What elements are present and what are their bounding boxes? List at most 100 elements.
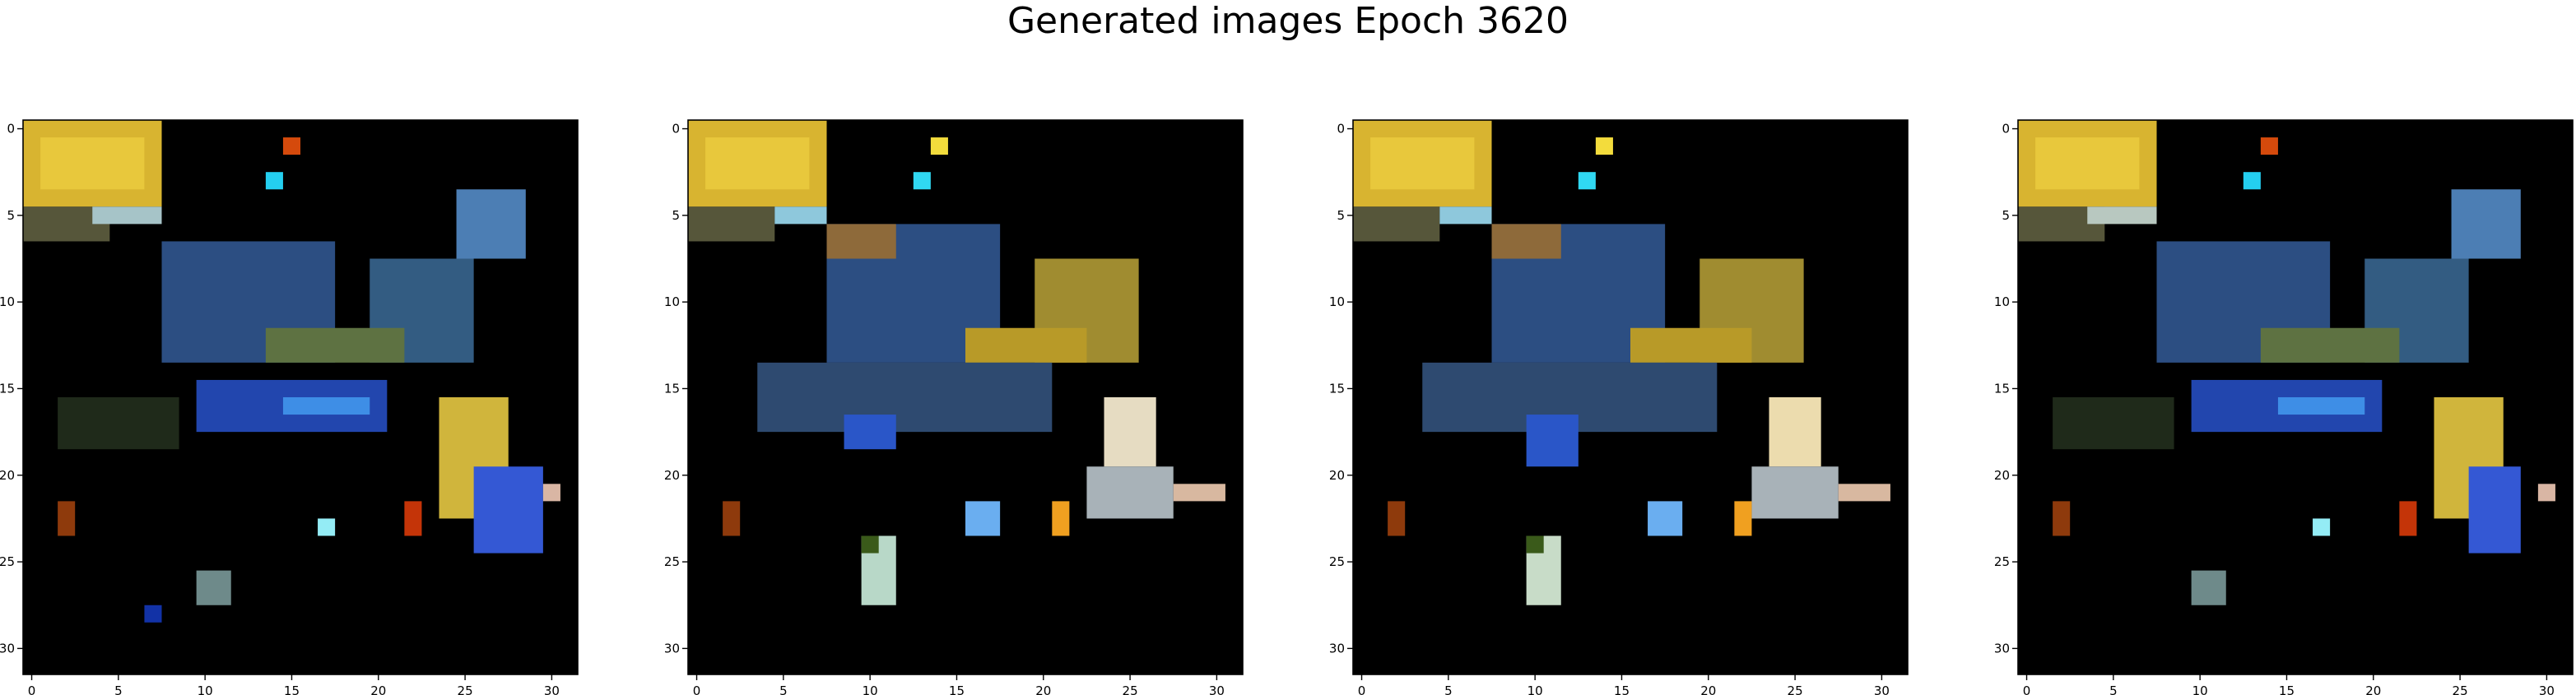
y-tick-label: 30 [0, 641, 15, 656]
pixel-block [2191, 570, 2226, 605]
x-tick-label: 0 [28, 683, 36, 695]
pixel-block [930, 137, 948, 155]
y-tick-label: 0 [2002, 122, 2010, 137]
pixel-block [456, 189, 526, 259]
x-tick-label: 15 [2279, 683, 2295, 695]
pixel-block [40, 137, 145, 190]
pixel-block [1104, 397, 1156, 467]
pixel-block [1595, 137, 1613, 155]
pixel-block [705, 137, 810, 190]
x-tick-label: 25 [458, 683, 473, 695]
axes-frame [2017, 119, 2574, 675]
pixel-block [861, 535, 879, 554]
x-tick-label: 0 [693, 683, 701, 695]
x-tick-label: 10 [2192, 683, 2208, 695]
x-tick-label: 5 [1444, 683, 1453, 695]
pixel-block [282, 397, 370, 415]
pixel-block [1491, 224, 1561, 259]
x-tick-label: 25 [2453, 683, 2468, 695]
axes-frame [1352, 119, 1909, 675]
pixel-block [196, 570, 231, 605]
pixel-block [1388, 501, 1406, 536]
y-tick-label: 5 [1337, 208, 1345, 223]
x-tick-label: 15 [949, 683, 965, 695]
pixel-block [92, 206, 162, 225]
pixel-block [144, 605, 162, 623]
axes-frame [22, 119, 579, 675]
y-tick-label: 20 [1329, 468, 1345, 483]
figure-title: Generated images Epoch 3620 [1007, 0, 1569, 42]
subplot-4: 0 5 10 15 20 25 30 0 5 10 15 20 25 30 [1994, 119, 2574, 695]
pixel-block [1769, 397, 1821, 467]
pixel-block [1526, 535, 1544, 554]
pixel-block [965, 327, 1087, 363]
y-tick-label: 15 [1329, 381, 1345, 396]
pixel-block [826, 224, 896, 259]
pixel-block [404, 501, 422, 536]
x-tick-label: 5 [114, 683, 123, 695]
x-tick-label: 5 [2109, 683, 2118, 695]
pixel-block [1526, 415, 1579, 467]
pixel-block [1370, 137, 1475, 190]
y-tick-label: 15 [1994, 381, 2010, 396]
pixel-block [774, 206, 827, 225]
pixel-block [844, 415, 896, 450]
pixel-block [2399, 501, 2417, 536]
x-tick-label: 30 [2539, 683, 2555, 695]
pixel-block [1648, 501, 1683, 536]
pixel-block [965, 501, 1001, 536]
pixel-block [1734, 501, 1752, 536]
y-tick-label: 5 [672, 208, 680, 223]
subplot-3: 0 5 10 15 20 25 30 0 5 10 15 20 25 30 [1329, 119, 1909, 695]
y-tick-label: 30 [664, 641, 680, 656]
pixel-block [265, 327, 405, 363]
y-tick-label: 5 [2002, 208, 2010, 223]
y-tick-label: 25 [1329, 554, 1345, 569]
pixel-block [2053, 501, 2071, 536]
pixel-block [58, 397, 179, 450]
pixel-block [265, 172, 283, 190]
pixel-block [2087, 206, 2157, 225]
pixel-block [2260, 327, 2400, 363]
x-tick-label: 0 [1358, 683, 1366, 695]
pixel-block [723, 501, 741, 536]
pixel-block [1751, 466, 1839, 519]
y-tick-label: 10 [664, 294, 680, 309]
x-tick-label: 15 [1614, 683, 1630, 695]
y-tick-label: 0 [7, 122, 15, 137]
y-tick-label: 25 [0, 554, 15, 569]
axes-frame [687, 119, 1244, 675]
pixel-block [1439, 206, 1492, 225]
y-tick-label: 10 [1329, 294, 1345, 309]
pixel-block [1173, 484, 1225, 502]
pixel-block [2451, 189, 2521, 259]
y-tick-label: 15 [664, 381, 680, 396]
y-tick-label: 5 [7, 208, 15, 223]
x-tick-label: 20 [2365, 683, 2381, 695]
pixel-block [2537, 484, 2555, 502]
x-tick-label: 10 [198, 683, 213, 695]
y-tick-label: 0 [1337, 122, 1345, 137]
y-tick-label: 0 [672, 122, 680, 137]
pixel-block [2053, 397, 2174, 450]
subplot-2: 0 5 10 15 20 25 30 0 5 10 15 20 25 30 [664, 119, 1244, 695]
x-tick-label: 30 [1874, 683, 1890, 695]
pixel-block [757, 362, 1053, 433]
pixel-block [1578, 172, 1596, 190]
subplot-1: 0 5 10 15 20 25 30 0 5 10 15 20 25 30 [0, 119, 579, 695]
pixel-block [688, 206, 775, 242]
pixel-block [473, 466, 543, 554]
pixel-block [1838, 484, 1890, 502]
pixel-block [1086, 466, 1174, 519]
x-tick-label: 30 [544, 683, 560, 695]
pixel-block [1052, 501, 1070, 536]
x-tick-label: 5 [779, 683, 788, 695]
x-tick-label: 25 [1123, 683, 1138, 695]
y-tick-label: 10 [1994, 294, 2010, 309]
y-tick-label: 15 [0, 381, 15, 396]
pixel-block [2468, 466, 2521, 554]
x-tick-label: 30 [1209, 683, 1225, 695]
x-tick-label: 25 [1788, 683, 1803, 695]
pixel-block [542, 484, 560, 502]
